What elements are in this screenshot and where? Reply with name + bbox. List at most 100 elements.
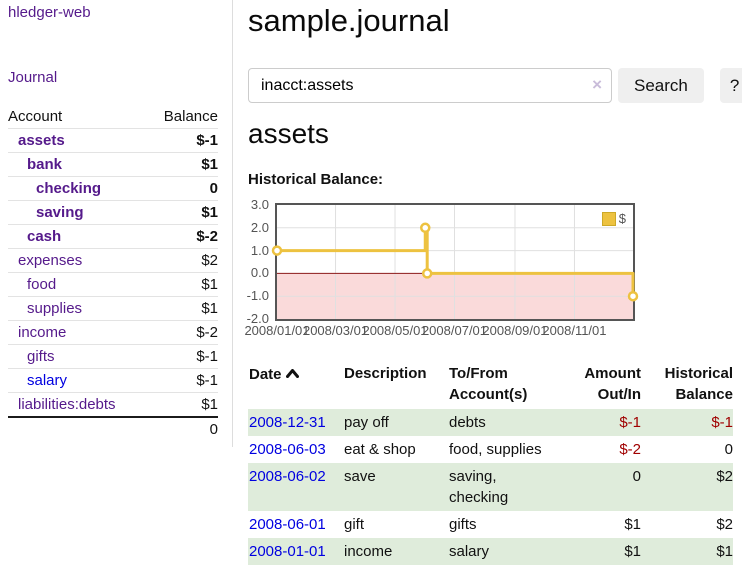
account-link-supplies[interactable]: supplies xyxy=(27,300,83,317)
total-balance: 0 xyxy=(209,421,218,438)
account-balance: $-1 xyxy=(196,132,218,149)
account-link-liabilities-debts[interactable]: liabilities:debts xyxy=(18,396,116,413)
account-column-header: To/From Account(s) xyxy=(449,365,528,403)
account-row: supplies $1 xyxy=(8,296,218,320)
transaction-balance: $2 xyxy=(716,516,733,533)
account-balance: $2 xyxy=(201,252,218,269)
clear-search-icon[interactable]: × xyxy=(592,75,602,94)
account-balance: $1 xyxy=(201,396,218,413)
account-balance: $1 xyxy=(201,300,218,317)
account-row: cash $-2 xyxy=(8,224,218,248)
transaction-balance: $1 xyxy=(716,543,733,560)
sidebar: hledger-web Journal Account Balance asse… xyxy=(0,0,233,447)
account-row: food $1 xyxy=(8,272,218,296)
x-axis-tick-label: 2008/03/01 xyxy=(302,323,369,338)
account-link-salary[interactable]: salary xyxy=(27,372,68,389)
x-axis-tick-label: 2008/09/01 xyxy=(482,323,548,338)
transaction-description: income xyxy=(344,543,393,560)
transaction-description: save xyxy=(344,468,376,485)
account-table-header: Account Balance xyxy=(8,104,218,128)
transaction-amount: $1 xyxy=(624,543,641,560)
transaction-balance: 0 xyxy=(724,441,733,458)
register-table: Date Description To/From Account(s) Amou… xyxy=(248,359,733,565)
account-link-gifts[interactable]: gifts xyxy=(27,348,55,365)
account-row: assets $-1 xyxy=(8,128,218,152)
transaction-date[interactable]: 2008-06-03 xyxy=(248,436,344,463)
transaction-balance: $2 xyxy=(716,468,733,485)
account-row: liabilities:debts $1 xyxy=(8,392,218,416)
transaction-accounts: debts xyxy=(449,414,486,431)
transaction-date-link[interactable]: 2008-01-01 xyxy=(249,543,326,560)
y-axis-tick-label: 0.0 xyxy=(250,265,269,281)
account-balance: 0 xyxy=(209,180,218,197)
account-link-checking[interactable]: checking xyxy=(36,180,102,197)
transaction-amount: $-2 xyxy=(619,441,641,458)
account-balance: $-2 xyxy=(196,228,218,245)
account-row: bank $1 xyxy=(8,152,218,176)
y-axis-tick-label: 3.0 xyxy=(250,197,269,212)
account-link-expenses[interactable]: expenses xyxy=(18,252,83,269)
account-balance: $-1 xyxy=(196,372,218,389)
app-title-link[interactable]: hledger-web xyxy=(8,4,91,21)
transaction-accounts: saving, checking xyxy=(449,468,509,506)
transaction-description: gift xyxy=(344,516,365,533)
transaction-amount: $-1 xyxy=(619,414,641,431)
account-row: income $-2 xyxy=(8,320,218,344)
sidebar-item-journal[interactable]: Journal xyxy=(8,69,58,86)
transaction-accounts: salary xyxy=(449,543,490,560)
y-axis-tick-label: 1.0 xyxy=(250,242,269,258)
y-axis-tick-label: -1.0 xyxy=(246,288,269,304)
transaction-row: 2008-01-01 income salary $1 $1 xyxy=(248,538,733,565)
account-balance: $1 xyxy=(201,204,218,221)
account-heading: assets xyxy=(248,118,329,149)
x-axis-tick-label: 2008/01/01 xyxy=(244,323,310,338)
account-row: checking 0 xyxy=(8,176,218,200)
chart-legend: $ xyxy=(599,210,628,227)
transaction-row: 2008-06-02 save saving, checking 0 $2 xyxy=(248,463,733,511)
search-bar: × Search ? xyxy=(248,68,742,103)
transaction-description: eat & shop xyxy=(344,441,416,458)
transaction-date-link[interactable]: 2008-06-01 xyxy=(249,516,326,533)
x-axis-tick-label: 2008/05/01 xyxy=(362,323,428,338)
transaction-date[interactable]: 2008-12-31 xyxy=(248,409,344,436)
page-title: sample.journal xyxy=(248,3,450,38)
account-balance: $-1 xyxy=(196,348,218,365)
help-button[interactable]: ? xyxy=(719,68,742,103)
account-balance: $1 xyxy=(201,276,218,293)
transaction-row: 2008-12-31 pay off debts $-1 $-1 xyxy=(248,409,733,436)
account-link-income[interactable]: income xyxy=(18,324,67,341)
date-column-header[interactable]: Date xyxy=(248,359,344,409)
account-link-bank[interactable]: bank xyxy=(27,156,63,173)
transaction-accounts: food, supplies xyxy=(449,441,542,458)
account-link-food[interactable]: food xyxy=(27,276,57,293)
chart-heading: Historical Balance: xyxy=(248,171,384,188)
account-row: gifts $-1 xyxy=(8,344,218,368)
transaction-date[interactable]: 2008-06-01 xyxy=(248,511,344,538)
transaction-date[interactable]: 2008-06-02 xyxy=(248,463,344,511)
search-input[interactable] xyxy=(248,68,612,103)
transaction-amount: 0 xyxy=(632,468,641,485)
transaction-balance: $-1 xyxy=(711,414,733,431)
legend-label: $ xyxy=(618,211,626,226)
account-column-header: Account xyxy=(8,108,63,125)
x-axis-tick-label: 2008/11/01 xyxy=(542,323,607,338)
account-link-assets[interactable]: assets xyxy=(18,132,65,149)
transaction-date[interactable]: 2008-01-01 xyxy=(248,538,344,565)
account-link-cash[interactable]: cash xyxy=(27,228,62,245)
search-button[interactable]: Search xyxy=(618,68,704,103)
account-link-saving[interactable]: saving xyxy=(36,204,84,221)
x-axis-tick-label: 2008/07/01 xyxy=(421,323,488,338)
y-axis-tick-label: 2.0 xyxy=(250,219,269,235)
transaction-description: pay off xyxy=(344,414,389,431)
account-balance-table: Account Balance assets $-1 bank $1 checking 0… xyxy=(8,104,218,441)
account-balance: $1 xyxy=(201,156,218,173)
account-row: salary $-1 xyxy=(8,368,218,392)
transaction-row: 2008-06-03 eat & shop food, supplies $-2 0 xyxy=(248,436,733,463)
sort-ascending-icon xyxy=(285,363,299,384)
y-axis-tick-label: -2.0 xyxy=(246,311,269,326)
balance-column-header: Balance xyxy=(163,108,218,125)
transaction-date-link[interactable]: 2008-06-02 xyxy=(249,468,326,485)
transaction-date-link[interactable]: 2008-12-31 xyxy=(249,414,326,431)
transaction-date-link[interactable]: 2008-06-03 xyxy=(249,441,326,458)
amount-column-header: Amount Out/In xyxy=(584,365,641,403)
